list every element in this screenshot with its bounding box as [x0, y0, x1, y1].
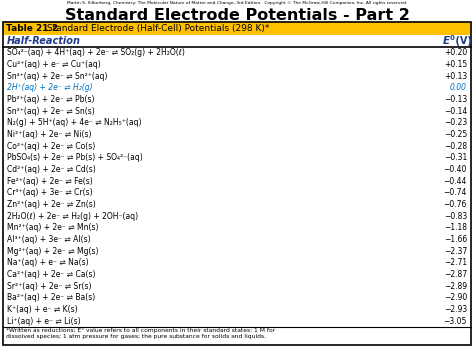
- Text: Fe²⁺(aq) + 2e⁻ ⇌ Fe(s): Fe²⁺(aq) + 2e⁻ ⇌ Fe(s): [7, 176, 93, 186]
- Text: Cd²⁺(aq) + 2e⁻ ⇌ Cd(s): Cd²⁺(aq) + 2e⁻ ⇌ Cd(s): [7, 165, 96, 174]
- Text: Martin S. Silberberg, Chemistry: The Molecular Nature of Matter and Change, 3rd : Martin S. Silberberg, Chemistry: The Mol…: [67, 1, 407, 5]
- Text: SO₄²⁻(aq) + 4H⁺(aq) + 2e⁻ ⇌ SO₂(g) + 2H₂O(ℓ): SO₄²⁻(aq) + 4H⁺(aq) + 2e⁻ ⇌ SO₂(g) + 2H₂…: [7, 48, 185, 57]
- Text: 0.00: 0.00: [450, 83, 467, 92]
- Text: −1.66: −1.66: [444, 235, 467, 244]
- Text: K⁺(aq) + e⁻ ⇌ K(s): K⁺(aq) + e⁻ ⇌ K(s): [7, 305, 78, 314]
- Text: Mg²⁺(aq) + 2e⁻ ⇌ Mg(s): Mg²⁺(aq) + 2e⁻ ⇌ Mg(s): [7, 247, 99, 256]
- Text: −0.28: −0.28: [444, 142, 467, 151]
- Text: −2.90: −2.90: [444, 293, 467, 302]
- Text: Li⁺(aq) + e⁻ ⇌ Li(s): Li⁺(aq) + e⁻ ⇌ Li(s): [7, 317, 81, 326]
- Text: −2.93: −2.93: [444, 305, 467, 314]
- Text: Pb²⁺(aq) + 2e⁻ ⇌ Pb(s): Pb²⁺(aq) + 2e⁻ ⇌ Pb(s): [7, 95, 94, 104]
- Text: Sn⁴⁺(aq) + 2e⁻ ⇌ Sn²⁺(aq): Sn⁴⁺(aq) + 2e⁻ ⇌ Sn²⁺(aq): [7, 72, 108, 81]
- Text: −1.18: −1.18: [444, 223, 467, 232]
- Text: +0.15: +0.15: [444, 60, 467, 69]
- Text: −0.25: −0.25: [444, 130, 467, 139]
- Text: −0.31: −0.31: [444, 153, 467, 162]
- Text: *Written as reductions; E° value refers to all components in their standard stat: *Written as reductions; E° value refers …: [6, 328, 275, 339]
- Text: −0.74: −0.74: [444, 189, 467, 197]
- Text: −2.71: −2.71: [444, 258, 467, 267]
- Text: −0.14: −0.14: [444, 107, 467, 116]
- Text: −0.76: −0.76: [444, 200, 467, 209]
- Text: 2H⁺(aq) + 2e⁻ ⇌ H₂(g): 2H⁺(aq) + 2e⁻ ⇌ H₂(g): [7, 83, 92, 92]
- Text: Standard Electrode (Half-Cell) Potentials (298 K)*: Standard Electrode (Half-Cell) Potential…: [44, 24, 269, 33]
- Text: −0.40: −0.40: [444, 165, 467, 174]
- Text: 2H₂O(ℓ) + 2e⁻ ⇌ H₂(g) + 2OH⁻(aq): 2H₂O(ℓ) + 2e⁻ ⇌ H₂(g) + 2OH⁻(aq): [7, 212, 138, 221]
- Text: −0.83: −0.83: [444, 212, 467, 221]
- Text: Mn²⁺(aq) + 2e⁻ ⇌ Mn(s): Mn²⁺(aq) + 2e⁻ ⇌ Mn(s): [7, 223, 99, 232]
- Text: E: E: [443, 36, 450, 46]
- Text: −0.23: −0.23: [444, 118, 467, 127]
- Text: −3.05: −3.05: [444, 317, 467, 326]
- Text: +0.20: +0.20: [444, 48, 467, 57]
- Text: Al³⁺(aq) + 3e⁻ ⇌ Al(s): Al³⁺(aq) + 3e⁻ ⇌ Al(s): [7, 235, 91, 244]
- Text: −0.44: −0.44: [444, 176, 467, 186]
- Text: −0.13: −0.13: [444, 95, 467, 104]
- Text: −2.37: −2.37: [444, 247, 467, 256]
- Text: −2.89: −2.89: [444, 282, 467, 291]
- Text: Na⁺(aq) + e⁻ ⇌ Na(s): Na⁺(aq) + e⁻ ⇌ Na(s): [7, 258, 89, 267]
- Bar: [3, 22, 471, 35]
- Text: +0.13: +0.13: [444, 72, 467, 81]
- Text: Ca²⁺(aq) + 2e⁻ ⇌ Ca(s): Ca²⁺(aq) + 2e⁻ ⇌ Ca(s): [7, 270, 95, 279]
- Text: (V): (V): [452, 36, 472, 46]
- Text: Standard Electrode Potentials - Part 2: Standard Electrode Potentials - Part 2: [64, 8, 410, 23]
- Text: Cu²⁺(aq) + e⁻ ⇌ Cu⁺(aq): Cu²⁺(aq) + e⁻ ⇌ Cu⁺(aq): [7, 60, 101, 69]
- Text: N₂(g) + 5H⁺(aq) + 4e⁻ ⇌ N₂H₅⁺(aq): N₂(g) + 5H⁺(aq) + 4e⁻ ⇌ N₂H₅⁺(aq): [7, 118, 142, 127]
- Text: Sn²⁺(aq) + 2e⁻ ⇌ Sn(s): Sn²⁺(aq) + 2e⁻ ⇌ Sn(s): [7, 107, 95, 116]
- Text: Sr²⁺(aq) + 2e⁻ ⇌ Sr(s): Sr²⁺(aq) + 2e⁻ ⇌ Sr(s): [7, 282, 91, 291]
- Text: PbSO₄(s) + 2e⁻ ⇌ Pb(s) + SO₄²⁻(aq): PbSO₄(s) + 2e⁻ ⇌ Pb(s) + SO₄²⁻(aq): [7, 153, 143, 162]
- Text: Half-Reaction: Half-Reaction: [7, 36, 81, 46]
- Text: Ni²⁺(aq) + 2e⁻ ⇌ Ni(s): Ni²⁺(aq) + 2e⁻ ⇌ Ni(s): [7, 130, 91, 139]
- Text: Ba²⁺(aq) + 2e⁻ ⇌ Ba(s): Ba²⁺(aq) + 2e⁻ ⇌ Ba(s): [7, 293, 95, 302]
- Text: −2.87: −2.87: [444, 270, 467, 279]
- Text: 0: 0: [449, 36, 455, 42]
- Text: Co²⁺(aq) + 2e⁻ ⇌ Co(s): Co²⁺(aq) + 2e⁻ ⇌ Co(s): [7, 142, 95, 151]
- Text: Table 21.2: Table 21.2: [6, 24, 58, 33]
- Text: Cr³⁺(aq) + 3e⁻ ⇌ Cr(s): Cr³⁺(aq) + 3e⁻ ⇌ Cr(s): [7, 189, 92, 197]
- Text: Zn²⁺(aq) + 2e⁻ ⇌ Zn(s): Zn²⁺(aq) + 2e⁻ ⇌ Zn(s): [7, 200, 96, 209]
